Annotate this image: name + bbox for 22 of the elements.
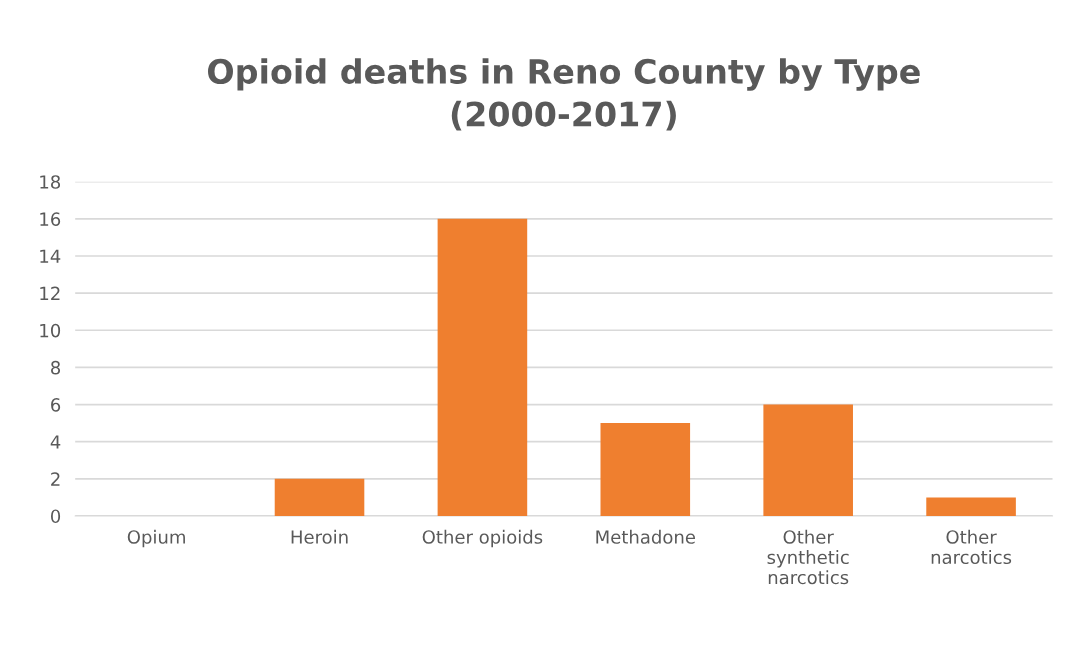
y-tick-label: 10 <box>40 323 61 338</box>
y-tick-label: 8 <box>51 360 61 375</box>
x-tick-label: Other opioids <box>422 529 543 548</box>
y-tick-label: 18 <box>40 175 61 189</box>
x-tick-label: Methadone <box>596 529 695 544</box>
y-tick-label: 16 <box>40 212 61 226</box>
y-tick-label: 12 <box>40 286 60 300</box>
y-tick-label: 0 <box>50 509 61 524</box>
bar <box>926 497 1016 516</box>
y-tick-label: 6 <box>51 398 61 412</box>
x-tick-label: Heroin <box>291 529 348 544</box>
y-tick-label: 14 <box>40 249 61 263</box>
y-tick-label: 2 <box>51 472 60 486</box>
x-tick-label: Opium <box>127 529 185 548</box>
bar <box>600 423 691 516</box>
x-tick-label: Other narcotics <box>931 529 1012 565</box>
x-tick-label: Other synthetic narcotics <box>767 529 849 585</box>
chart-title: Opioid deaths in Reno County by Type (2000-2017) <box>208 58 920 131</box>
bar <box>274 478 365 516</box>
bar <box>763 404 853 516</box>
bar <box>437 218 528 516</box>
y-tick-label: 4 <box>50 435 61 449</box>
